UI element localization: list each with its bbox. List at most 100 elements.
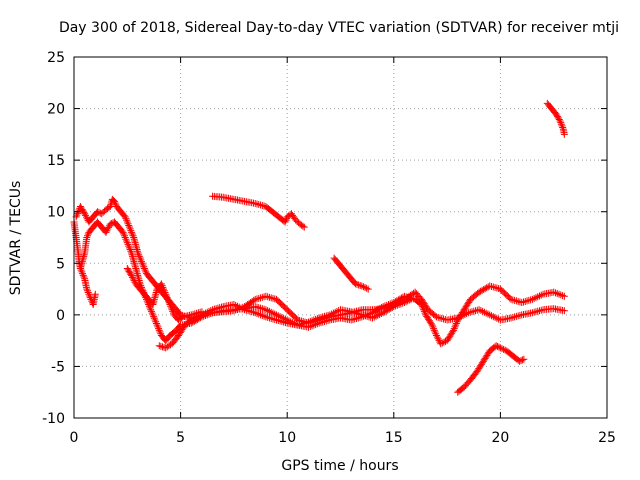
data-point	[167, 304, 175, 312]
data-point	[257, 201, 265, 209]
data-point	[514, 312, 522, 320]
data-point	[129, 275, 137, 283]
data-point	[123, 216, 131, 224]
y-tick-label: 0	[56, 308, 65, 324]
data-point	[481, 354, 489, 362]
data-point	[147, 306, 155, 314]
y-tick-label: 15	[47, 153, 65, 169]
data-point	[299, 222, 307, 230]
data-point	[249, 308, 257, 316]
data-point	[361, 284, 369, 292]
data-point	[260, 312, 268, 320]
data-point	[462, 303, 470, 311]
data-point	[136, 254, 144, 262]
data-point	[264, 313, 272, 321]
data-point	[239, 305, 247, 313]
data-point	[264, 307, 272, 315]
data-point	[169, 309, 177, 317]
data-point	[453, 318, 461, 326]
data-point	[354, 310, 362, 318]
data-point	[477, 307, 485, 315]
data-point	[456, 313, 464, 321]
data-point	[176, 329, 184, 337]
data-point	[152, 319, 160, 327]
data-point	[160, 287, 168, 295]
data-point	[269, 309, 277, 317]
data-point	[278, 318, 286, 326]
data-point	[126, 225, 134, 233]
data-point	[560, 292, 568, 300]
data-point	[474, 366, 482, 374]
data-point	[495, 343, 503, 351]
data-point	[294, 321, 302, 329]
data-point	[360, 311, 368, 319]
data-point	[521, 297, 529, 305]
data-point	[255, 294, 263, 302]
data-point	[169, 307, 177, 315]
data-point	[431, 312, 439, 320]
data-point	[501, 346, 509, 354]
data-point	[321, 312, 329, 320]
data-point	[364, 285, 372, 293]
data-point	[251, 199, 259, 207]
plot-frame	[73, 56, 608, 419]
data-point	[139, 261, 147, 269]
data-point	[483, 284, 491, 292]
data-point	[105, 223, 113, 231]
data-point	[444, 335, 452, 343]
data-point	[428, 321, 436, 329]
data-point	[512, 297, 520, 305]
data-point	[420, 300, 428, 308]
data-point	[127, 227, 135, 235]
data-point	[269, 294, 277, 302]
data-point	[511, 296, 519, 304]
data-point	[168, 306, 176, 314]
data-point	[434, 313, 442, 321]
y-tick-label: 5	[56, 256, 65, 272]
data-point	[518, 356, 526, 364]
data-point	[155, 326, 163, 334]
data-point	[280, 318, 288, 326]
data-point	[385, 305, 393, 313]
data-point	[276, 317, 284, 325]
data-point	[191, 314, 199, 322]
data-point	[161, 289, 169, 297]
data-point	[255, 304, 263, 312]
data-point	[475, 288, 483, 296]
data-point	[363, 312, 371, 320]
data-point	[525, 296, 533, 304]
data-point	[123, 218, 131, 226]
series-track-7	[330, 254, 372, 293]
series-track-9	[543, 99, 568, 138]
data-point	[210, 305, 218, 313]
data-point	[299, 320, 307, 328]
data-point	[372, 312, 380, 320]
data-point	[194, 313, 202, 321]
data-point	[155, 325, 163, 333]
data-point	[138, 259, 146, 267]
data-point	[326, 311, 334, 319]
data-point	[450, 325, 458, 333]
data-point	[187, 316, 195, 324]
data-point	[473, 368, 481, 376]
data-point	[244, 307, 252, 315]
data-point	[82, 213, 90, 221]
data-point	[305, 318, 313, 326]
data-point	[449, 328, 457, 336]
data-point	[388, 303, 396, 311]
data-point	[81, 210, 89, 218]
data-point	[393, 301, 401, 309]
data-point	[554, 114, 562, 122]
data-point	[421, 301, 429, 309]
data-point	[404, 297, 412, 305]
data-point	[130, 277, 138, 285]
data-point	[358, 311, 366, 319]
data-point	[399, 299, 407, 307]
data-point	[382, 307, 390, 315]
data-point	[509, 313, 517, 321]
data-point	[123, 264, 131, 272]
series-track-4	[123, 264, 206, 324]
data-point	[560, 130, 568, 138]
data-point	[460, 306, 468, 314]
data-point	[125, 267, 133, 275]
